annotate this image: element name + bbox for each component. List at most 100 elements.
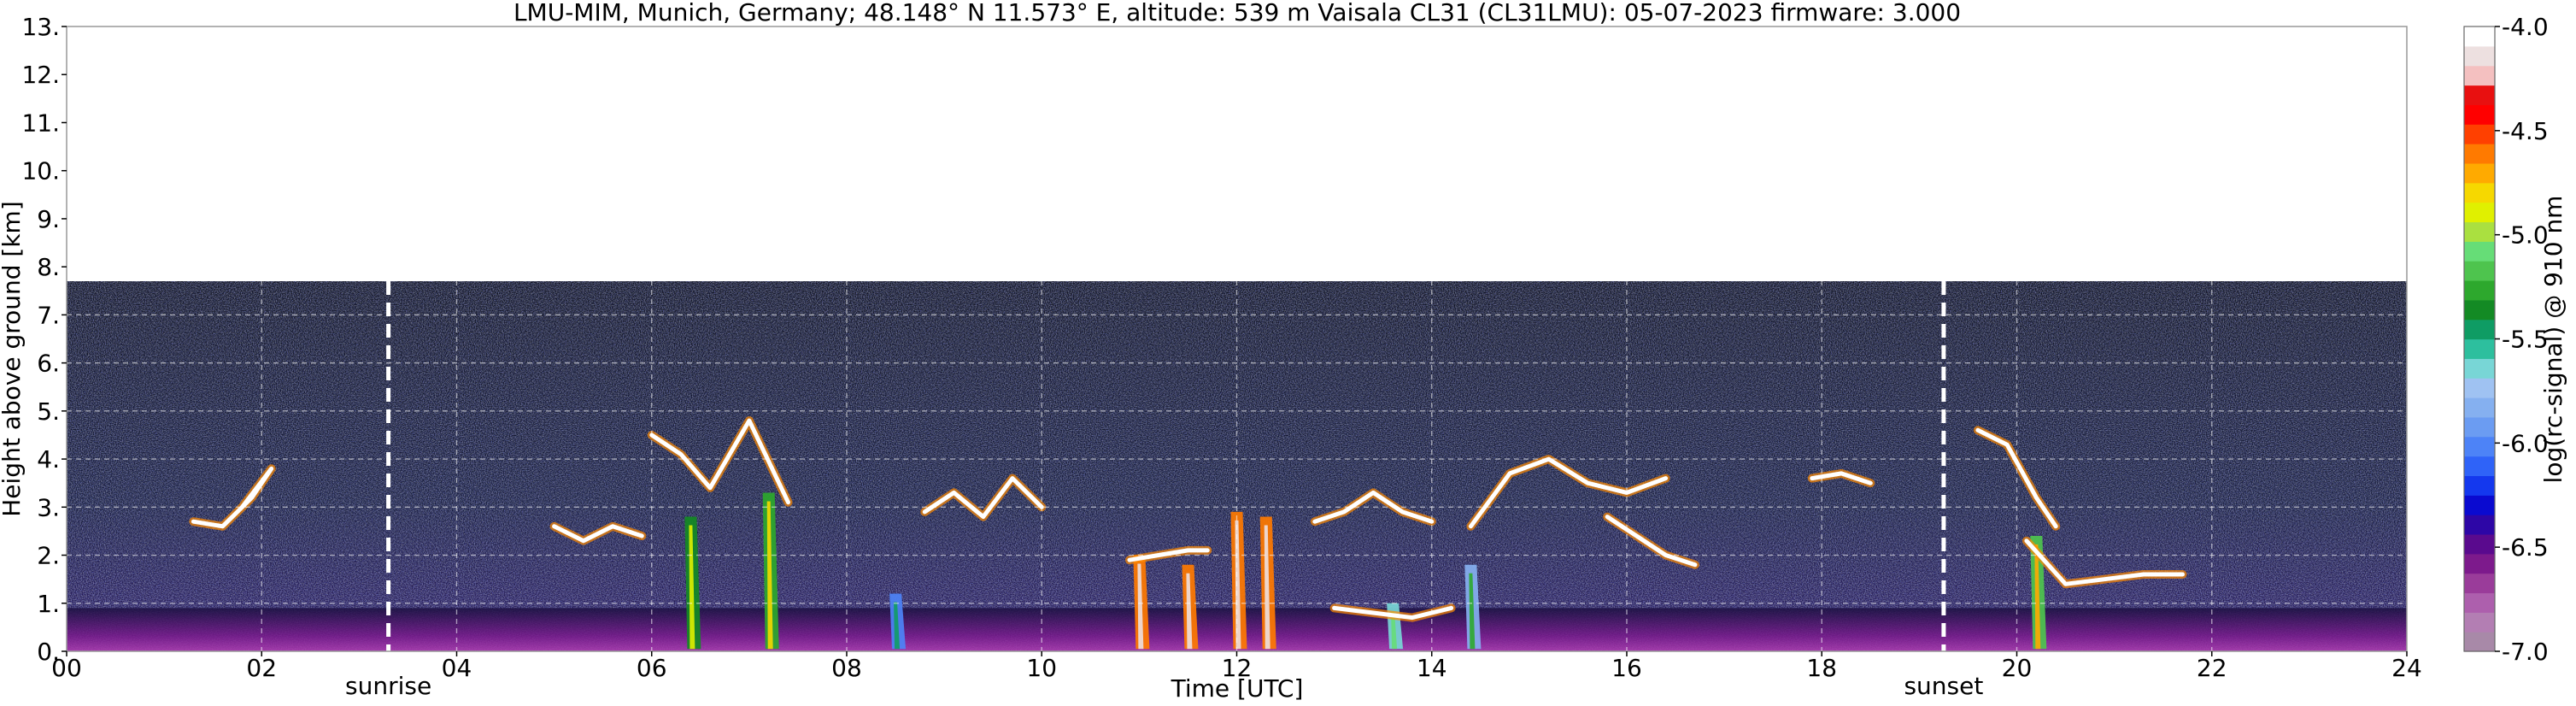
x-axis-label: Time [UTC] xyxy=(1171,674,1304,703)
x-tick-label: 00 xyxy=(51,654,82,682)
y-tick-label: 8. xyxy=(37,253,60,281)
cloud-layer xyxy=(1312,490,1435,524)
colorbar-swatch xyxy=(2464,338,2495,359)
colorbar-swatch xyxy=(2464,104,2495,125)
cloud-layer xyxy=(1127,548,1210,562)
colorbar-swatch xyxy=(2464,85,2495,105)
colorbar: -4.0 -4.5 -5.0 -5.5 -6.0 -6.5 -7.0 xyxy=(2463,13,2549,666)
y-tick-label: 0. xyxy=(37,638,60,666)
colorbar-swatch xyxy=(2464,475,2495,496)
cloud-layer xyxy=(922,476,1044,520)
x-tick-label: 16 xyxy=(1611,654,1642,682)
y-tick-label: 5. xyxy=(37,397,60,426)
precip-streak-core xyxy=(1235,520,1241,650)
y-tick-label: 7. xyxy=(37,301,60,329)
y-tick-label: 6. xyxy=(37,350,60,378)
y-tick-label: 3. xyxy=(37,493,60,521)
colorbar-swatch xyxy=(2464,533,2495,555)
precip-streak-core xyxy=(689,525,695,650)
x-tick-label: 24 xyxy=(2391,654,2422,682)
x-tick-label: 18 xyxy=(1806,654,1837,682)
sun-annotations xyxy=(386,281,1946,651)
cloud-layer xyxy=(2024,538,2185,586)
precip-streak-core xyxy=(1137,563,1144,650)
colorbar-swatch xyxy=(2464,436,2495,457)
precip-streak-core xyxy=(1186,573,1193,650)
colorbar-tick-label: -6.5 xyxy=(2502,533,2549,562)
colorbar-swatch xyxy=(2464,612,2495,632)
colorbar-swatch xyxy=(2464,261,2495,281)
colorbar-swatch xyxy=(2464,592,2495,613)
colorbar-swatch xyxy=(2464,144,2495,164)
sunrise-label: sunrise xyxy=(345,672,431,700)
precip-streak-core xyxy=(766,501,773,650)
precip-streak-core xyxy=(2034,544,2041,650)
x-axis: 00 02 04 06 08 10 12 14 16 18 20 22 24 sunrise sunset xyxy=(51,651,2422,700)
x-tick-label: 10 xyxy=(1026,654,1057,682)
x-tick-label: 06 xyxy=(637,654,667,682)
colorbar-tick-label: -6.0 xyxy=(2502,429,2549,457)
backscatter-field xyxy=(67,281,2407,651)
cloud-layer xyxy=(1605,515,1698,568)
y-tick-label: 4. xyxy=(37,445,60,474)
gridlines xyxy=(67,26,2407,651)
colorbar-tick-label: -5.0 xyxy=(2502,221,2549,250)
sunset-label: sunset xyxy=(1904,672,1983,700)
y-tick-label: 1. xyxy=(37,590,60,618)
cloud-layer xyxy=(1810,471,1873,485)
plot-area xyxy=(66,26,2408,652)
precip-streak-core xyxy=(1469,573,1476,650)
y-tick-label: 9. xyxy=(37,205,60,233)
colorbar-label: log(rc-signal) @ 910 nm xyxy=(2539,196,2567,484)
colorbar-tick-label: -7.0 xyxy=(2502,638,2549,666)
x-tick-label: 02 xyxy=(246,654,277,682)
colorbar-swatch xyxy=(2464,124,2495,144)
colorbar-swatch xyxy=(2464,553,2495,574)
x-tick-label: 08 xyxy=(831,654,862,682)
colorbar-swatch xyxy=(2464,456,2495,477)
x-tick-label: 04 xyxy=(442,654,472,682)
y-tick-label: 2. xyxy=(37,542,60,570)
colorbar-swatch xyxy=(2464,221,2495,242)
cloud-layer xyxy=(1975,427,2058,529)
x-tick-label: 20 xyxy=(2002,654,2033,682)
colorbar-swatch xyxy=(2464,162,2495,184)
colorbar-swatch xyxy=(2464,319,2495,340)
y-tick-label: 10. xyxy=(21,157,60,185)
colorbar-swatch xyxy=(2464,378,2495,398)
cloud-layer xyxy=(649,418,790,505)
y-tick-label: 13. xyxy=(21,13,60,41)
colorbar-swatch xyxy=(2464,416,2495,438)
precip-streak-core xyxy=(1264,525,1270,650)
colorbar-swatch xyxy=(2464,26,2495,47)
x-tick-label: 12 xyxy=(1222,654,1253,682)
colorbar-swatch xyxy=(2464,202,2495,223)
chart-title: LMU-MIM, Munich, Germany; 48.148° N 11.5… xyxy=(513,0,1961,26)
x-tick-label: 22 xyxy=(2197,654,2227,682)
y-tick-label: 11. xyxy=(21,109,60,137)
colorbar-swatch xyxy=(2464,495,2495,515)
colorbar-swatch xyxy=(2464,397,2495,418)
precip-streak-core xyxy=(894,602,901,650)
colorbar-swatch xyxy=(2464,299,2495,321)
y-tick-label: 12. xyxy=(21,61,60,89)
x-tick-label: 14 xyxy=(1417,654,1447,682)
colorbar-swatch xyxy=(2464,515,2495,535)
precip-streak-core xyxy=(1391,611,1398,650)
colorbar-tick-label: -5.5 xyxy=(2502,326,2549,354)
colorbar-swatch xyxy=(2464,279,2495,301)
colorbar-swatch xyxy=(2464,182,2495,203)
cloud-layer xyxy=(552,524,644,544)
y-axis: 0. 1. 2. 3. 4. 5. 6. 7. 8. 9. 10. 11. 12. 13. xyxy=(21,13,67,666)
colorbar-tick-label: -4.5 xyxy=(2502,117,2549,145)
colorbar-swatch xyxy=(2464,358,2495,379)
colorbar-swatch xyxy=(2464,241,2495,262)
colorbar-tick-label: -4.0 xyxy=(2502,13,2549,41)
cloud-layer xyxy=(1468,456,1669,529)
colorbar-swatch xyxy=(2464,45,2495,67)
colorbar-swatch xyxy=(2464,65,2495,86)
colorbar-swatch xyxy=(2464,632,2495,652)
colorbar-swatch xyxy=(2464,573,2495,594)
y-axis-label: Height above ground [km] xyxy=(0,201,26,517)
